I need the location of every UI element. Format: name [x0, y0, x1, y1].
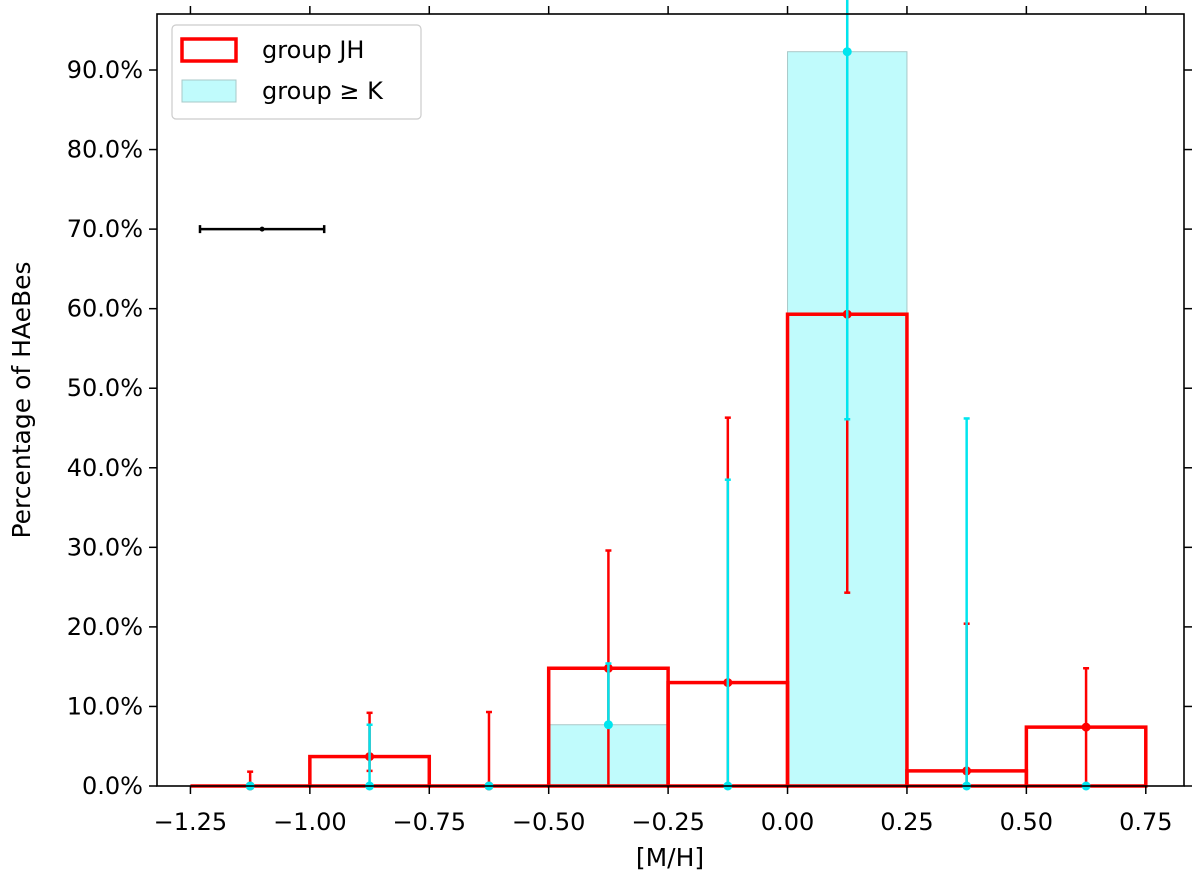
point-group-k-5	[842, 47, 852, 57]
point-group-k-3	[603, 720, 613, 730]
x-tick-label-6: 0.25	[880, 808, 933, 836]
x-tick-label-8: 0.75	[1119, 808, 1172, 836]
y-axis-label: Percentage of HAeBes	[7, 261, 36, 538]
legend: group JH group ≥ K	[171, 24, 422, 120]
x-tick-label-3: −0.50	[512, 808, 586, 836]
axes-frame	[156, 13, 1185, 787]
y-tick-label-7: 70.0%	[67, 215, 143, 243]
y-tick-label-3: 30.0%	[67, 533, 143, 561]
y-tick-label-4: 40.0%	[67, 454, 143, 482]
axis-ticks: −1.25 −1.00 −0.75 −0.50 −0.25 0.00 0.25 0.50 0.7…	[67, 6, 1192, 836]
x-tick-label-5: 0.00	[761, 808, 814, 836]
y-tick-label-5: 50.0%	[67, 374, 143, 402]
legend-label-group-k: group ≥ K	[262, 77, 384, 105]
y-tick-label-2: 20.0%	[67, 613, 143, 641]
y-tick-label-9: 90.0%	[67, 56, 143, 84]
x-tick-label-0: −1.25	[154, 808, 228, 836]
y-tick-label-0: 0.0%	[82, 772, 143, 800]
reference-point	[259, 226, 265, 232]
x-axis-label: [M/H]	[636, 843, 704, 872]
legend-label-group-jh: group JH	[262, 36, 364, 64]
x-tick-label-4: −0.25	[631, 808, 705, 836]
legend-swatch-group-jh	[180, 37, 238, 63]
x-tick-label-2: −0.75	[393, 808, 467, 836]
y-tick-label-1: 10.0%	[67, 692, 143, 720]
x-tick-label-7: 0.50	[1000, 808, 1053, 836]
y-tick-label-6: 60.0%	[67, 295, 143, 323]
legend-swatch-group-k	[181, 79, 237, 103]
y-tick-label-8: 80.0%	[67, 136, 143, 164]
point-group-jh-7	[1081, 722, 1091, 732]
x-tick-label-1: −1.00	[273, 808, 347, 836]
